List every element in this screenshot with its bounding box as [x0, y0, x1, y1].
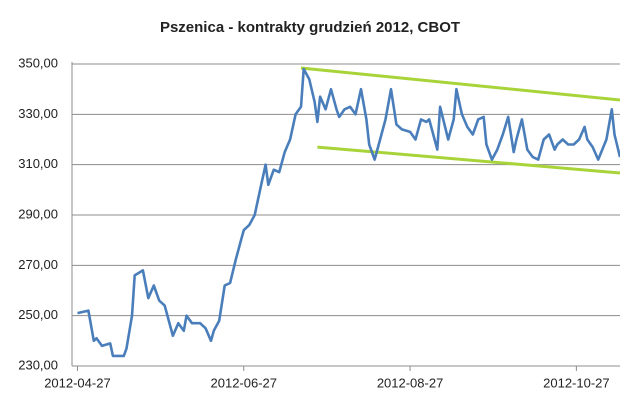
y-tick-label: 250,00 — [18, 307, 58, 322]
y-tick-label: 270,00 — [18, 257, 58, 272]
plot-area — [77, 66, 620, 358]
x-tick-label: 2012-10-27 — [543, 375, 610, 390]
y-tick-label: 290,00 — [18, 206, 58, 221]
y-tick-label: 230,00 — [18, 357, 58, 372]
price-line — [77, 67, 620, 358]
chart-title: Pszenica - kontrakty grudzień 2012, CBOT — [160, 19, 460, 36]
y-tick-label: 310,00 — [18, 156, 58, 171]
x-tick-label: 2012-08-27 — [377, 375, 444, 390]
x-tick-label: 2012-06-27 — [211, 375, 278, 390]
trend-line — [300, 66, 620, 102]
x-tick-label: 2012-04-27 — [44, 375, 111, 390]
y-tick-label: 330,00 — [18, 106, 58, 121]
trend-line — [317, 145, 620, 175]
y-tick-label: 350,00 — [18, 55, 58, 70]
